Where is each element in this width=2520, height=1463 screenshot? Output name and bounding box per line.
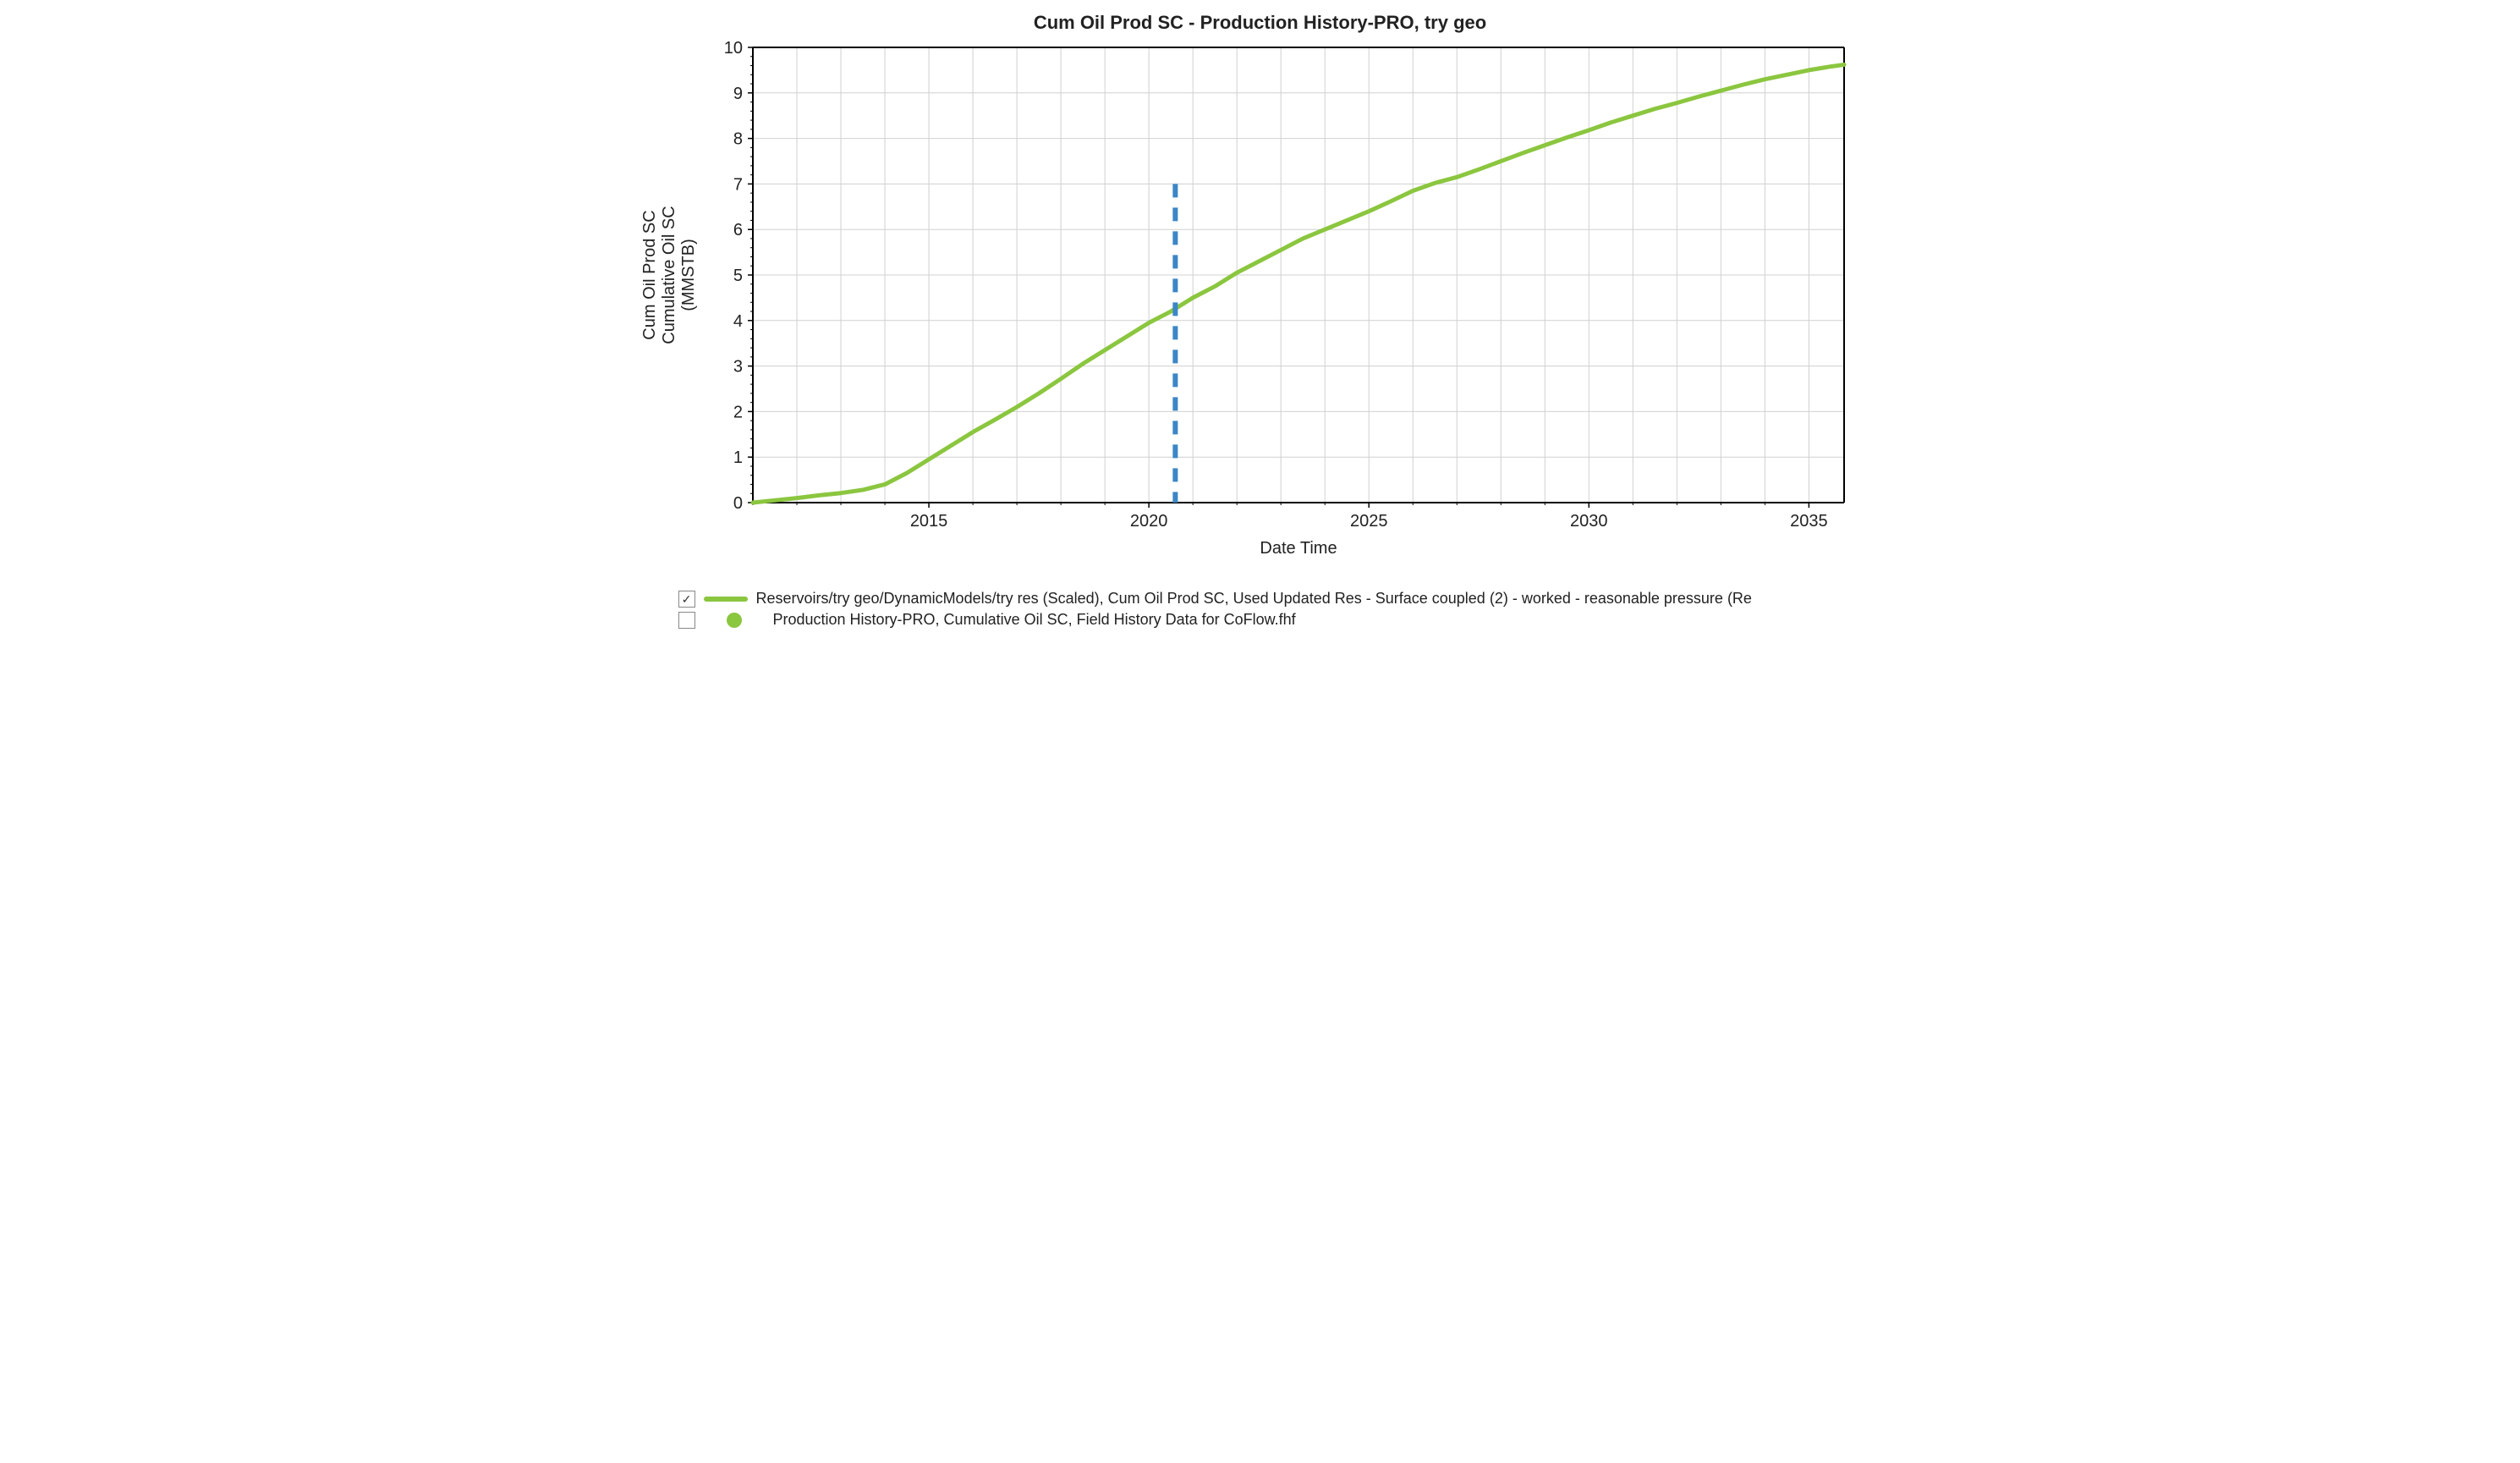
svg-text:2025: 2025 — [1349, 512, 1387, 531]
chart-svg: 0 1 2 3 4 5 6 7 8 9 10 2015 2020 2025 2030 2035 Date Tim… — [643, 39, 1853, 564]
legend: ✓ Reservoirs/try geo/DynamicModels/try re… — [643, 590, 1878, 629]
legend-dot-swatch — [727, 613, 742, 628]
svg-text:8: 8 — [733, 130, 742, 149]
plot-area: 0 1 2 3 4 5 6 7 8 9 10 2015 2020 2025 2030 2035 Date Tim… — [643, 39, 1878, 568]
legend-text: Production History-PRO, Cumulative Oil S… — [773, 611, 1296, 629]
legend-line-swatch — [704, 597, 748, 602]
chart-title: Cum Oil Prod SC - Production History-PRO… — [643, 12, 1878, 34]
svg-text:9: 9 — [733, 85, 742, 103]
svg-text:3: 3 — [733, 358, 742, 377]
svg-text:1: 1 — [733, 448, 742, 467]
svg-text:Date Time: Date Time — [1260, 539, 1337, 558]
svg-text:10: 10 — [723, 39, 742, 58]
svg-text:2: 2 — [733, 403, 742, 421]
legend-row: Production History-PRO, Cumulative Oil S… — [678, 611, 1878, 629]
svg-text:Cum Oil Prod SCCumulative Oil: Cum Oil Prod SCCumulative Oil SC(MMSTB) — [643, 206, 698, 344]
legend-checkbox[interactable]: ✓ — [678, 591, 695, 608]
legend-checkbox[interactable] — [678, 612, 695, 629]
svg-text:6: 6 — [733, 221, 742, 239]
chart-container: Cum Oil Prod SC - Production History-PRO… — [634, 0, 1886, 649]
svg-text:2015: 2015 — [909, 512, 947, 531]
legend-row: ✓ Reservoirs/try geo/DynamicModels/try re… — [678, 590, 1878, 608]
svg-text:0: 0 — [733, 494, 742, 513]
svg-text:2030: 2030 — [1570, 512, 1608, 531]
svg-text:5: 5 — [733, 267, 742, 285]
legend-text: Reservoirs/try geo/DynamicModels/try res… — [756, 590, 1752, 608]
svg-text:7: 7 — [733, 175, 742, 194]
svg-text:4: 4 — [733, 312, 742, 331]
svg-text:2035: 2035 — [1790, 512, 1828, 531]
svg-text:2020: 2020 — [1129, 512, 1167, 531]
